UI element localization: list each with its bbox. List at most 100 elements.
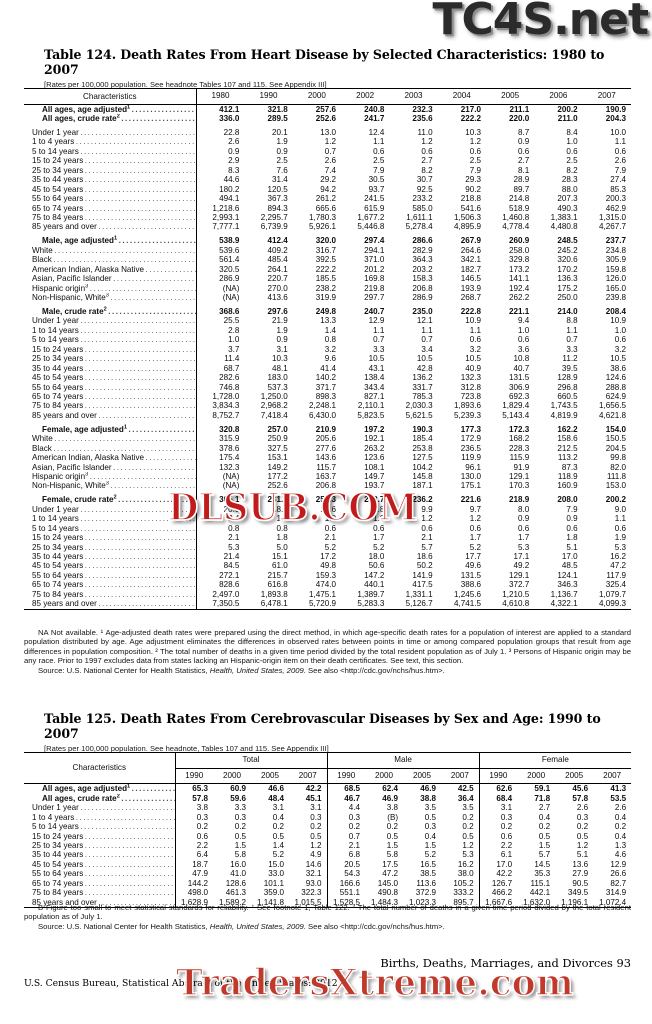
table-row: American Indian, Alaska Native..........… <box>24 264 631 275</box>
data-cell: (NA) <box>195 471 245 482</box>
leader-dots: ........................................… <box>84 850 175 860</box>
data-cell: 241.7 <box>364 114 385 124</box>
leader-dots: ........................................… <box>84 533 196 543</box>
row-label: 45 to 54 years..........................… <box>24 373 196 382</box>
data-cell: 82.7 <box>610 878 627 888</box>
table-row: All ages, age adjusted1.................… <box>24 104 631 115</box>
table-row: 85 years and over.......................… <box>24 222 631 232</box>
data-cell: 13.0 <box>320 127 337 137</box>
data-cell: 136.2 <box>412 373 433 383</box>
data-cell: (NA) <box>195 293 245 303</box>
table-row: 1 to 14 years...........................… <box>24 325 631 336</box>
data-cell: 0.6 <box>566 523 578 533</box>
data-cell: 145.8 <box>412 471 433 481</box>
data-cell: 314.9 <box>605 888 627 898</box>
table-125-group-total: Total <box>174 752 328 769</box>
table-row: 75 to 84 years..........................… <box>24 401 631 411</box>
table-row: 75 to 84 years..........................… <box>24 589 631 600</box>
table-125-characteristics-header: Characteristics <box>72 763 127 773</box>
data-cell: 129.1 <box>509 471 530 481</box>
footnote-marker: 3 <box>105 481 109 487</box>
row-label: 45 to 54 years..........................… <box>24 561 196 570</box>
data-cell: 132.3 <box>195 462 245 472</box>
data-cell: 2.1 <box>195 533 245 543</box>
data-cell: 88.0 <box>561 184 578 194</box>
data-cell: 1.0 <box>566 137 578 147</box>
table-row: Asian, Pacific Islander.................… <box>24 274 631 284</box>
data-cell: 60.9 <box>230 784 246 794</box>
data-cell: 65.3 <box>174 783 213 794</box>
data-cell: 5.3 <box>462 850 474 860</box>
table-row: 85 years and over.......................… <box>24 410 631 421</box>
leader-dots: ........................................… <box>84 561 196 571</box>
row-label-text: 85 years and over <box>32 897 97 907</box>
data-cell: 316.7 <box>315 245 337 255</box>
data-cell: 9.0 <box>614 504 626 514</box>
data-cell: 29.3 <box>465 175 481 185</box>
leader-dots: ........................................… <box>80 325 195 335</box>
data-cell: 16.5 <box>420 859 437 869</box>
data-cell: 166.6 <box>326 878 366 889</box>
data-cell: 236.5 <box>460 443 481 453</box>
data-cell: 240.7 <box>364 306 385 316</box>
data-cell: 26.6 <box>610 869 627 879</box>
data-cell: 267.9 <box>460 236 481 246</box>
data-cell: 0.3 <box>310 812 322 822</box>
data-cell: 1,196.1 <box>561 897 589 907</box>
table-row: All ages, crude rate2...................… <box>24 114 631 124</box>
table-row: 15 to 24 years..........................… <box>24 156 631 166</box>
data-cell: 154.0 <box>605 424 626 434</box>
data-cell: 46.9 <box>382 793 399 803</box>
table-124-source: Source: U.S. National Center for Health … <box>24 666 631 675</box>
data-cell: 561.4 <box>195 255 245 265</box>
data-cell: 45.1 <box>305 793 322 803</box>
data-cell: 7,777.1 <box>195 222 245 232</box>
data-cell: 0.2 <box>234 822 246 832</box>
row-label: 45 to 54 years..........................… <box>24 860 175 869</box>
data-cell: 2.5 <box>276 156 288 166</box>
data-cell: 1.0 <box>614 325 626 335</box>
data-cell: 47.2 <box>382 869 399 879</box>
row-label: Asian, Pacific Islander.................… <box>24 463 196 472</box>
data-cell: 0.9 <box>518 514 530 524</box>
row-label: Female, crude rate2.....................… <box>24 491 196 505</box>
data-cell: 10.5 <box>465 354 481 364</box>
data-cell: 205.6 <box>315 434 337 444</box>
data-cell: 1,628.9 <box>174 897 213 908</box>
data-cell: 57.8 <box>174 793 213 804</box>
data-cell: 18.7 <box>174 859 213 870</box>
data-cell: 2.6 <box>576 803 589 813</box>
row-label: White...................................… <box>24 246 196 255</box>
data-cell: 203.2 <box>412 264 433 274</box>
data-cell: 111.8 <box>606 471 626 481</box>
data-cell: 47.2 <box>610 561 626 571</box>
data-cell: 3.3 <box>373 344 385 354</box>
data-cell: 1.1 <box>614 137 626 147</box>
data-cell: 12.9 <box>610 859 627 869</box>
data-cell: 9.7 <box>469 504 481 514</box>
data-cell: 331.7 <box>412 382 433 392</box>
row-label-text: 65 to 74 years <box>32 391 84 401</box>
table-row: 35 to 44 years..........................… <box>24 175 631 185</box>
data-cell: 7,350.5 <box>195 599 245 610</box>
leader-dots: ........................................… <box>54 434 195 444</box>
data-cell: 5,823.5 <box>357 410 385 420</box>
data-cell: 49.8 <box>320 561 337 571</box>
data-cell: 0.5 <box>272 831 284 841</box>
data-cell: 30.7 <box>416 175 433 185</box>
data-cell: 412.1 <box>195 104 245 115</box>
data-cell: 10.5 <box>416 354 433 364</box>
footnote-marker: 1 <box>123 424 127 431</box>
data-cell: 210.9 <box>315 424 337 434</box>
row-label-text: American Indian, Alaska Native <box>32 264 145 274</box>
data-cell: 40.7 <box>513 363 530 373</box>
table-row: 35 to 44 years..........................… <box>24 850 631 860</box>
data-cell: 615.9 <box>364 203 385 213</box>
row-label: All ages, crude rate2...................… <box>24 794 175 803</box>
data-cell: 0.9 <box>276 146 288 156</box>
data-cell: 238.2 <box>315 283 337 293</box>
data-cell: 746.8 <box>195 382 245 392</box>
data-cell: 5,283.3 <box>357 599 385 609</box>
data-cell: 7.9 <box>469 165 481 175</box>
data-cell: 117.9 <box>606 570 626 580</box>
